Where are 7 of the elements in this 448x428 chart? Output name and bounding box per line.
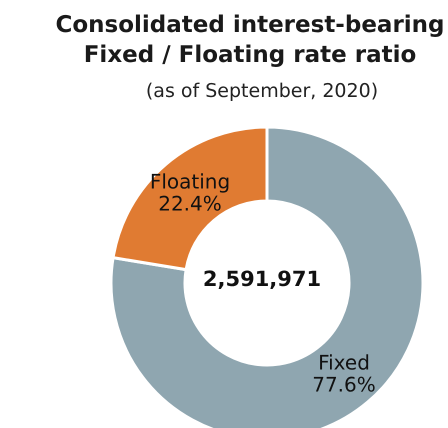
slice-label: Fixed xyxy=(318,350,370,375)
data-label: 22.4% xyxy=(158,191,222,216)
text: 2,591,971 xyxy=(202,267,322,291)
data-label: 77.6% xyxy=(312,372,376,397)
chart-title: Consolidated interest-bearing Fixed / Floating rate ratio xyxy=(55,12,445,68)
chart-subtitle: (as of September, 2020) xyxy=(146,80,378,102)
slice-label: Floating xyxy=(150,169,230,194)
